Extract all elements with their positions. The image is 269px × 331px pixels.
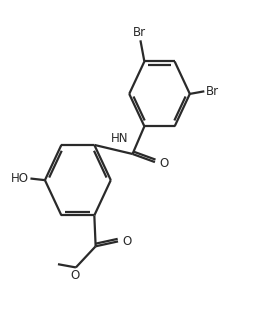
- Text: O: O: [70, 269, 79, 282]
- Text: HN: HN: [111, 131, 129, 145]
- Text: Br: Br: [206, 85, 219, 98]
- Text: HO: HO: [11, 172, 29, 185]
- Text: Br: Br: [133, 26, 146, 39]
- Text: O: O: [122, 235, 131, 248]
- Text: O: O: [160, 157, 169, 170]
